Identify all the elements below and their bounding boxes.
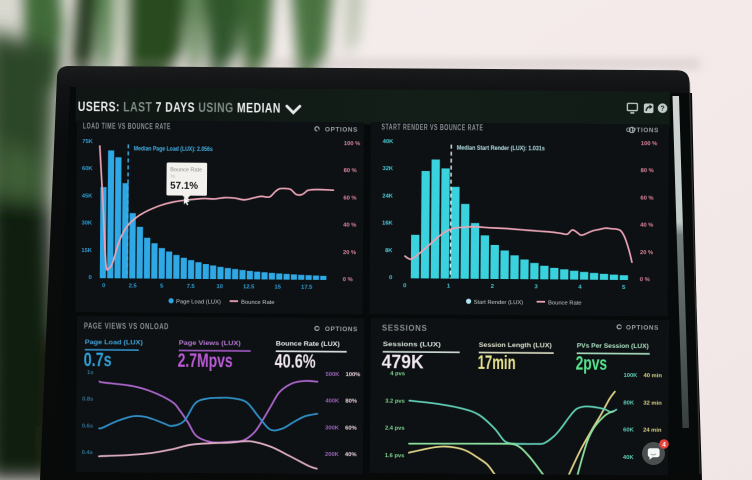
svg-text:24K: 24K xyxy=(382,193,393,199)
svg-text:57.1%: 57.1% xyxy=(170,180,199,192)
svg-text:3: 3 xyxy=(534,284,538,290)
svg-text:0 %: 0 % xyxy=(343,277,353,283)
svg-text:15K: 15K xyxy=(81,248,92,254)
svg-text:7.5: 7.5 xyxy=(187,284,196,290)
svg-text:16K: 16K xyxy=(382,220,393,226)
svg-text:40 %: 40 % xyxy=(640,223,653,229)
svg-text:2.7Mpvs: 2.7Mpvs xyxy=(178,351,233,372)
svg-text:5: 5 xyxy=(160,284,164,290)
svg-text:OPTIONS: OPTIONS xyxy=(325,326,358,333)
svg-text:4 pvs: 4 pvs xyxy=(390,371,405,377)
svg-text:Session Length (LUX): Session Length (LUX) xyxy=(479,342,552,350)
svg-text:Median Start Render (LUX): 1.0: Median Start Render (LUX): 1.031s xyxy=(457,144,546,152)
svg-text:20 %: 20 % xyxy=(343,250,356,256)
svg-text:Bounce Rate: Bounce Rate xyxy=(170,167,202,173)
svg-text:100 %: 100 % xyxy=(344,141,360,147)
svg-text:17.5: 17.5 xyxy=(301,285,313,291)
svg-text:0.7s: 0.7s xyxy=(84,350,112,371)
svg-text:SESSIONS: SESSIONS xyxy=(382,323,428,332)
svg-text:LOAD TIME VS BOUNCE RATE: LOAD TIME VS BOUNCE RATE xyxy=(83,122,171,132)
svg-text:32K: 32K xyxy=(382,166,393,172)
svg-text:400K: 400K xyxy=(325,399,340,405)
svg-text:479K: 479K xyxy=(382,352,424,373)
svg-text:Page Load (LUX): Page Load (LUX) xyxy=(176,299,221,305)
svg-text:80 %: 80 % xyxy=(344,168,357,174)
svg-text:OPTIONS: OPTIONS xyxy=(626,127,659,134)
svg-text:0: 0 xyxy=(102,283,105,289)
svg-text:0.4s: 0.4s xyxy=(82,450,93,456)
svg-text:17min: 17min xyxy=(478,353,516,374)
svg-text:0: 0 xyxy=(403,283,406,289)
svg-text:PVs Per Session (LUX): PVs Per Session (LUX) xyxy=(577,343,649,351)
svg-text:2.5: 2.5 xyxy=(129,283,138,289)
svg-text:4: 4 xyxy=(578,284,582,290)
svg-text:32 min: 32 min xyxy=(643,400,662,406)
svg-text:500K: 500K xyxy=(326,372,341,378)
svg-text:Bounce Rate: Bounce Rate xyxy=(241,300,275,306)
svg-text:100K: 100K xyxy=(624,373,639,379)
svg-text:PAGE VIEWS VS ONLOAD: PAGE VIEWS VS ONLOAD xyxy=(84,321,169,331)
svg-text:80K: 80K xyxy=(623,400,634,406)
svg-text:USERS: LAST 7 DAYS USING MEDIA: USERS: LAST 7 DAYS USING MEDIAN xyxy=(78,99,281,116)
svg-text:Page Load (LUX): Page Load (LUX) xyxy=(85,339,143,346)
svg-text:60K: 60K xyxy=(82,166,93,172)
svg-text:Start Render (LUX): Start Render (LUX) xyxy=(474,299,524,305)
svg-text:80%: 80% xyxy=(345,399,357,405)
svg-text:60 %: 60 % xyxy=(640,195,653,201)
svg-text:75K: 75K xyxy=(82,139,93,145)
svg-text:15: 15 xyxy=(274,285,281,291)
svg-text:0: 0 xyxy=(89,275,92,281)
svg-text:Bounce Rate: Bounce Rate xyxy=(548,300,582,306)
svg-text:3.2 pvs: 3.2 pvs xyxy=(385,398,405,404)
svg-text:80 %: 80 % xyxy=(641,168,654,174)
svg-text:10: 10 xyxy=(216,284,223,290)
svg-text:8K: 8K xyxy=(385,248,393,254)
svg-text:0 %: 0 % xyxy=(640,277,650,283)
svg-text:2pvs: 2pvs xyxy=(576,353,608,374)
svg-text:?: ? xyxy=(660,106,664,113)
svg-text:Page Views (LUX): Page Views (LUX) xyxy=(179,340,241,347)
svg-text:Median Page Load (LUX): 2.056s: Median Page Load (LUX): 2.056s xyxy=(134,145,214,153)
svg-text:20 %: 20 % xyxy=(640,250,653,256)
svg-text:300K: 300K xyxy=(325,425,340,431)
svg-text:40%: 40% xyxy=(345,452,357,458)
svg-text:7s: 7s xyxy=(170,174,176,179)
svg-text:OPTIONS: OPTIONS xyxy=(626,324,659,331)
svg-text:60 %: 60 % xyxy=(343,195,356,201)
svg-text:2: 2 xyxy=(491,284,494,290)
svg-text:0: 0 xyxy=(389,275,392,281)
svg-text:30K: 30K xyxy=(82,221,93,227)
svg-text:2.4 pvs: 2.4 pvs xyxy=(385,426,405,432)
svg-text:OPTIONS: OPTIONS xyxy=(325,127,358,134)
svg-text:START RENDER VS BOUNCE RATE: START RENDER VS BOUNCE RATE xyxy=(381,122,483,132)
svg-text:0.8s: 0.8s xyxy=(82,397,93,403)
svg-text:100%: 100% xyxy=(346,372,361,378)
svg-text:0.6s: 0.6s xyxy=(82,423,93,429)
svg-text:Bounce Rate (LUX): Bounce Rate (LUX) xyxy=(276,341,340,349)
svg-text:5: 5 xyxy=(622,285,626,291)
svg-text:1: 1 xyxy=(447,283,451,289)
svg-text:100 %: 100 % xyxy=(641,141,657,147)
svg-text:45K: 45K xyxy=(82,193,93,199)
svg-text:40K: 40K xyxy=(383,139,394,145)
svg-text:40 min: 40 min xyxy=(644,373,663,379)
svg-text:40.6%: 40.6% xyxy=(275,352,316,373)
svg-text:1.6 pvs: 1.6 pvs xyxy=(385,453,405,459)
svg-text:4: 4 xyxy=(662,441,666,448)
svg-text:12.5: 12.5 xyxy=(243,284,255,290)
svg-text:Sessions (LUX): Sessions (LUX) xyxy=(383,341,441,348)
svg-text:60%: 60% xyxy=(345,425,357,431)
svg-text:200K: 200K xyxy=(325,452,340,458)
svg-text:40 %: 40 % xyxy=(343,223,356,229)
svg-text:1s: 1s xyxy=(87,370,94,376)
